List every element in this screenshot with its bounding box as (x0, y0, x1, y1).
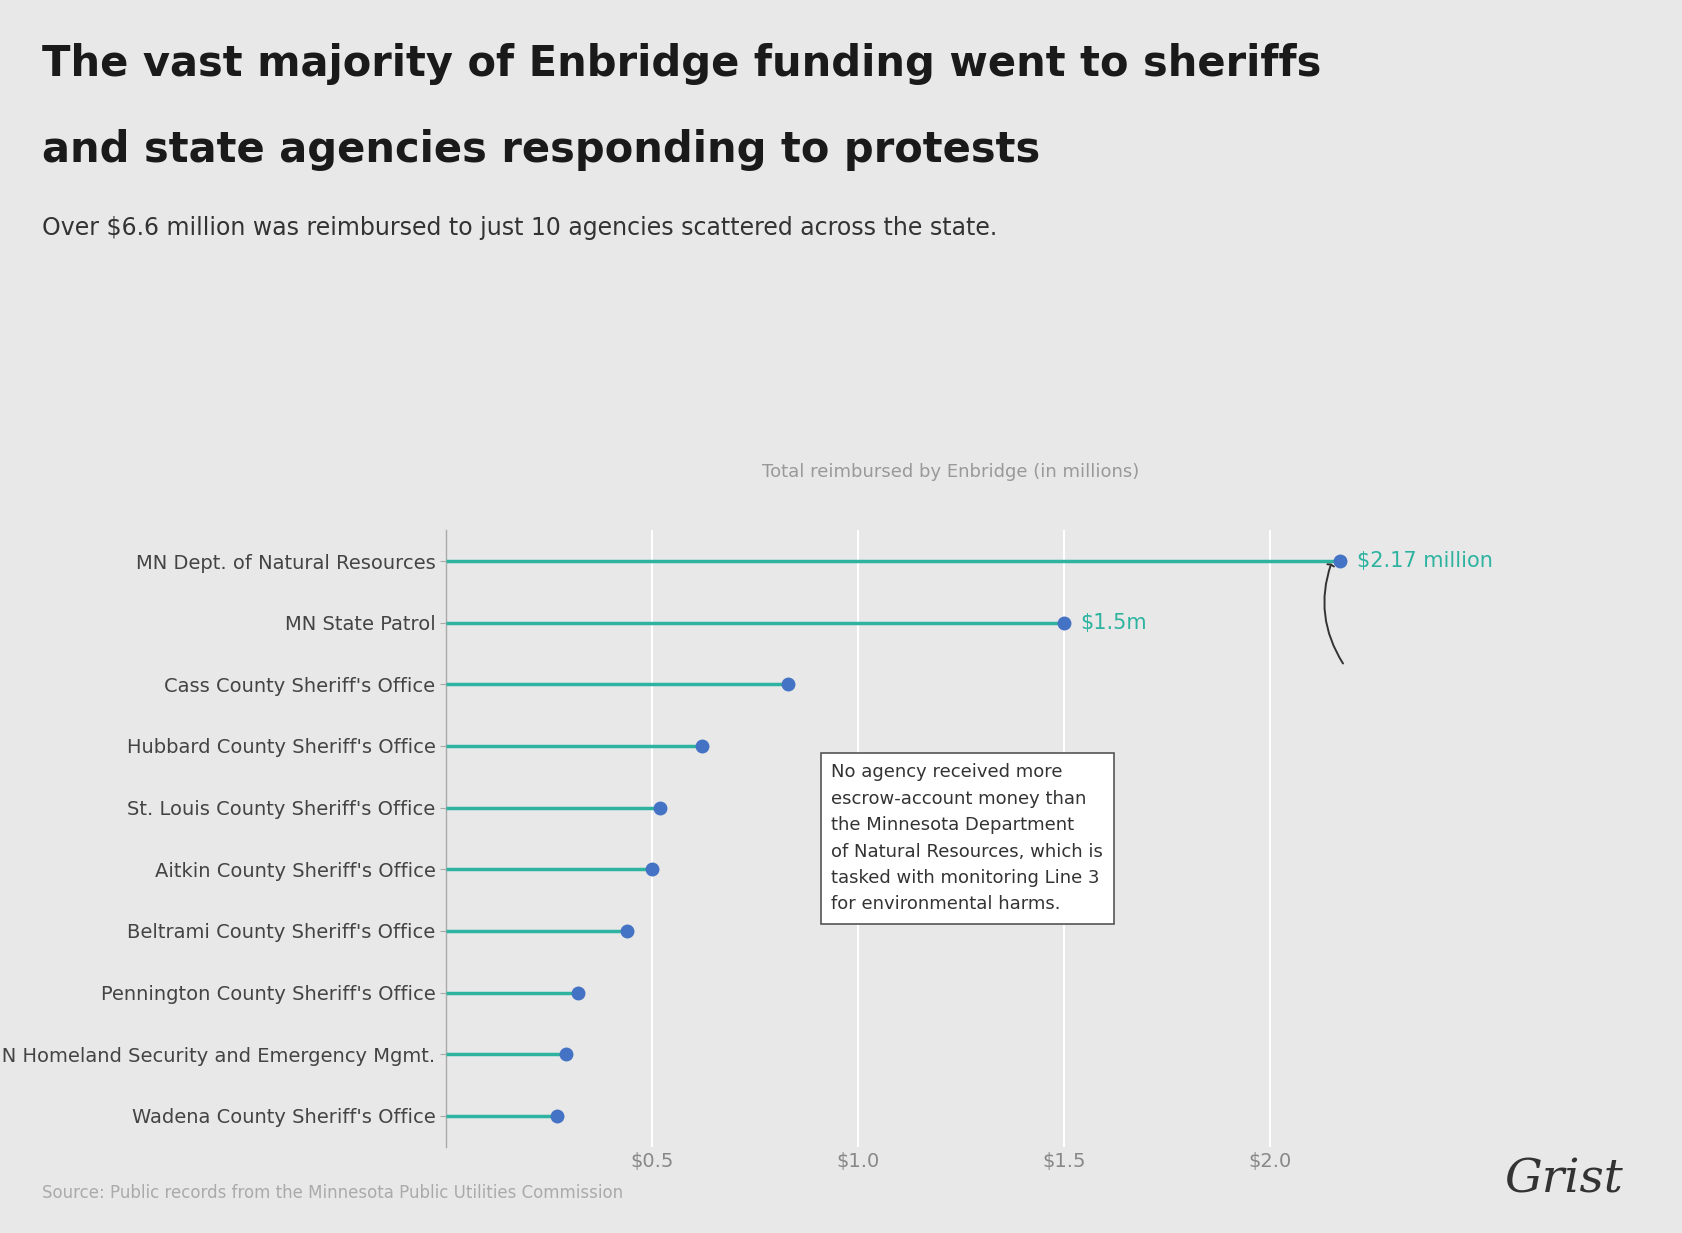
Text: The vast majority of Enbridge funding went to sheriffs: The vast majority of Enbridge funding we… (42, 43, 1320, 85)
Text: $2.17 million: $2.17 million (1356, 551, 1492, 571)
Text: $1.5m: $1.5m (1080, 613, 1147, 633)
Text: Total reimbursed by Enbridge (in millions): Total reimbursed by Enbridge (in million… (762, 462, 1139, 481)
Text: Source: Public records from the Minnesota Public Utilities Commission: Source: Public records from the Minnesot… (42, 1184, 622, 1202)
Text: Over $6.6 million was reimbursed to just 10 agencies scattered across the state.: Over $6.6 million was reimbursed to just… (42, 216, 997, 239)
Text: and state agencies responding to protests: and state agencies responding to protest… (42, 129, 1039, 171)
Text: No agency received more
escrow-account money than
the Minnesota Department
of Na: No agency received more escrow-account m… (831, 763, 1103, 914)
Text: Grist: Grist (1504, 1157, 1623, 1202)
